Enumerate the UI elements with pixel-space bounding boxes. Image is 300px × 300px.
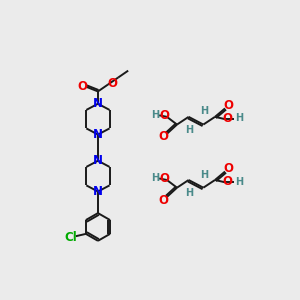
Text: O: O <box>222 175 233 188</box>
Text: H: H <box>151 173 159 183</box>
Text: O: O <box>107 77 117 90</box>
Text: H: H <box>200 169 208 180</box>
Text: H: H <box>185 188 194 198</box>
Text: Cl: Cl <box>64 231 77 244</box>
Text: H: H <box>235 176 243 187</box>
Text: N: N <box>93 185 103 198</box>
Text: N: N <box>93 97 103 110</box>
Text: O: O <box>159 194 169 206</box>
Text: H: H <box>185 125 194 135</box>
Text: O: O <box>223 162 233 175</box>
Text: N: N <box>93 154 103 167</box>
Text: H: H <box>200 106 208 116</box>
Text: O: O <box>222 112 233 125</box>
Text: H: H <box>235 113 243 123</box>
Text: O: O <box>160 172 170 185</box>
Text: N: N <box>93 128 103 141</box>
Text: O: O <box>159 130 169 143</box>
Text: O: O <box>160 109 170 122</box>
Text: H: H <box>151 110 159 119</box>
Text: O: O <box>77 80 88 93</box>
Text: O: O <box>223 99 233 112</box>
